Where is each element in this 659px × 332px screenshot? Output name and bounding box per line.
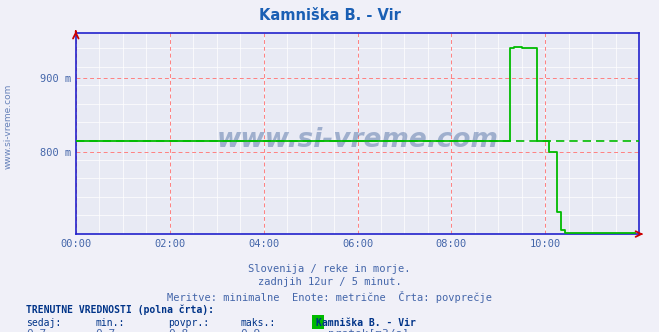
Text: maks.:: maks.: <box>241 318 275 328</box>
Text: 0,7: 0,7 <box>26 329 47 332</box>
Text: min.:: min.: <box>96 318 125 328</box>
Text: 0,8: 0,8 <box>168 329 188 332</box>
Text: sedaj:: sedaj: <box>26 318 61 328</box>
Text: Kamniška B. - Vir: Kamniška B. - Vir <box>258 8 401 23</box>
Text: zadnjih 12ur / 5 minut.: zadnjih 12ur / 5 minut. <box>258 277 401 287</box>
Text: TRENUTNE VREDNOSTI (polna črta):: TRENUTNE VREDNOSTI (polna črta): <box>26 305 214 315</box>
Text: Meritve: minimalne  Enote: metrične  Črta: povprečje: Meritve: minimalne Enote: metrične Črta:… <box>167 291 492 303</box>
Text: Slovenija / reke in morje.: Slovenija / reke in morje. <box>248 264 411 274</box>
Text: Kamniška B. - Vir: Kamniška B. - Vir <box>316 318 416 328</box>
Text: www.si-vreme.com: www.si-vreme.com <box>217 126 498 153</box>
Text: pretok[m3/s]: pretok[m3/s] <box>328 329 409 332</box>
Text: 0,7: 0,7 <box>96 329 116 332</box>
Text: www.si-vreme.com: www.si-vreme.com <box>3 83 13 169</box>
Text: povpr.:: povpr.: <box>168 318 209 328</box>
Text: 0,9: 0,9 <box>241 329 261 332</box>
